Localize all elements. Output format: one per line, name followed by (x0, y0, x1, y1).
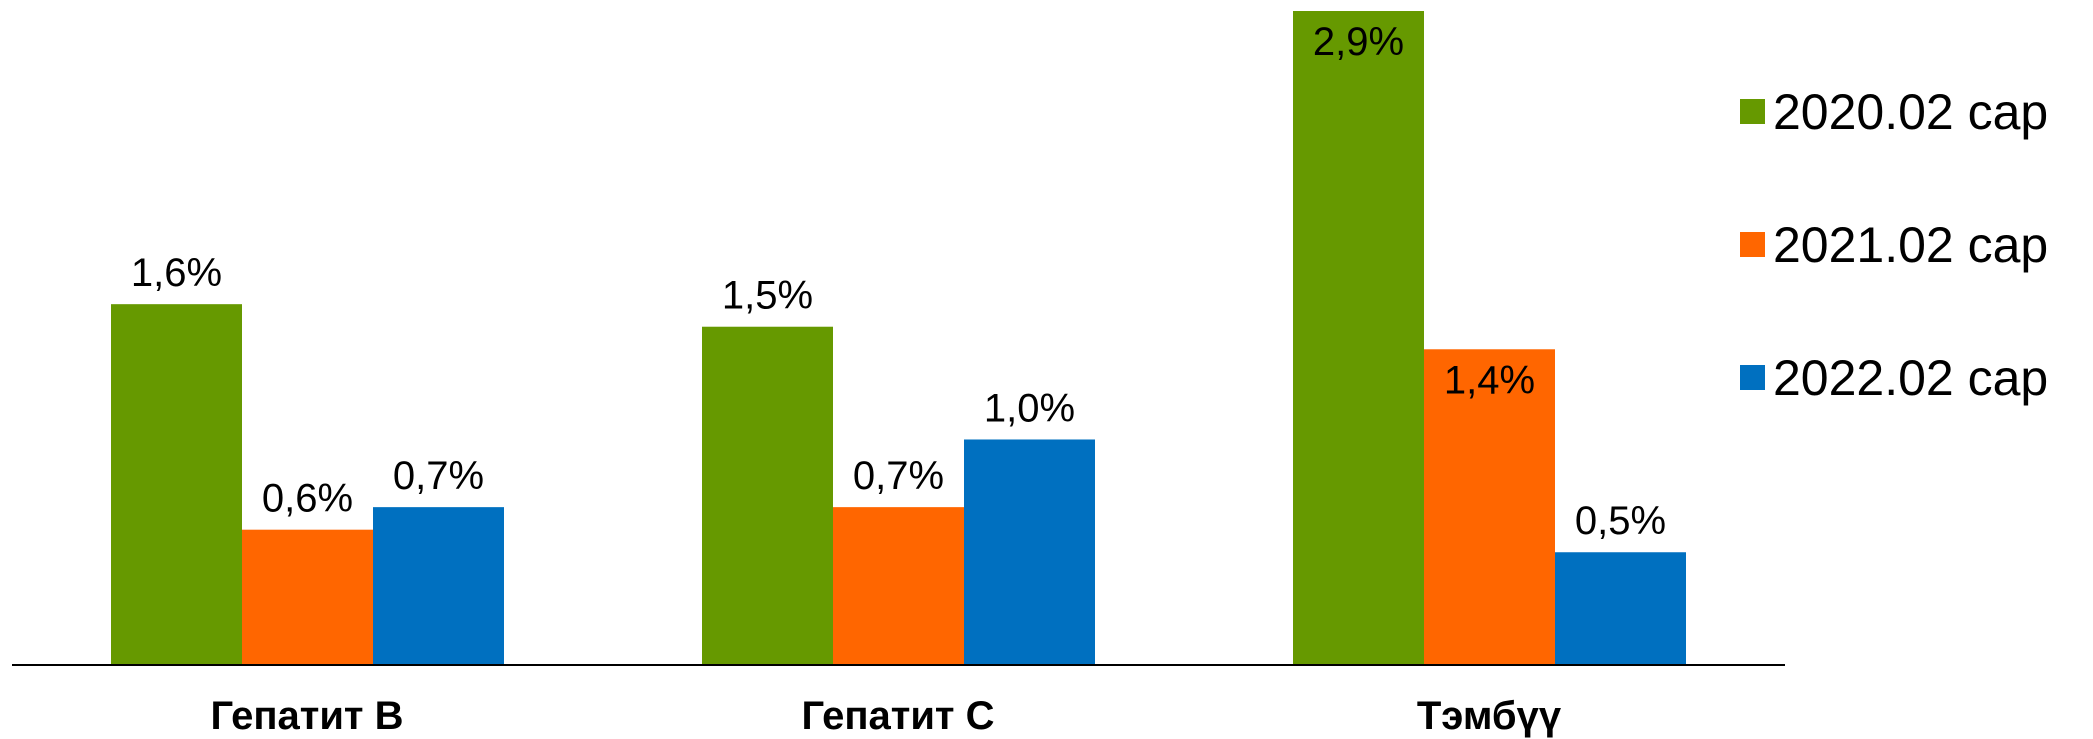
data-label-3-3: 0,5% (1575, 499, 1666, 543)
category-label-3: Тэмбүү (1417, 694, 1562, 738)
category-label-2: Гепатит С (801, 694, 994, 738)
bar-3-3 (1555, 552, 1686, 665)
bar-1-3 (1293, 11, 1424, 665)
legend: 2020.02 сар 2021.02 сар 2022.02 сар (1740, 84, 2048, 406)
bar-1-2 (702, 326, 833, 665)
data-label-1-2: 1,5% (722, 274, 813, 318)
bar-3-2 (964, 439, 1095, 665)
legend-label-3: 2022.02 сар (1773, 350, 2048, 406)
legend-swatch-3 (1740, 365, 1765, 390)
bar-2-1 (242, 529, 373, 665)
bars-group (111, 11, 1686, 665)
data-label-3-2: 1,0% (984, 386, 1075, 430)
bar-3-1 (373, 507, 504, 665)
category-labels-group: Гепатит В Гепатит С Тэмбүү (210, 694, 1561, 738)
data-labels-group: 1,6% 0,6% 0,7% 1,5% 0,7% 1,0% 2,9% 1,4% 0,5% (131, 20, 1666, 543)
legend-swatch-2 (1740, 232, 1765, 257)
data-label-1-3: 2,9% (1313, 20, 1404, 64)
data-label-2-1: 0,6% (262, 477, 353, 521)
data-label-1-1: 1,6% (131, 251, 222, 295)
legend-swatch-1 (1740, 99, 1765, 124)
data-label-2-2: 0,7% (853, 454, 944, 498)
legend-label-2: 2021.02 сар (1773, 217, 2048, 273)
data-label-2-3: 1,4% (1444, 358, 1535, 402)
bar-1-1 (111, 304, 242, 665)
category-label-1: Гепатит В (210, 694, 403, 738)
bar-2-2 (833, 507, 964, 665)
bar-2-3 (1424, 349, 1555, 665)
legend-label-1: 2020.02 сар (1773, 84, 2048, 140)
data-label-3-1: 0,7% (393, 454, 484, 498)
